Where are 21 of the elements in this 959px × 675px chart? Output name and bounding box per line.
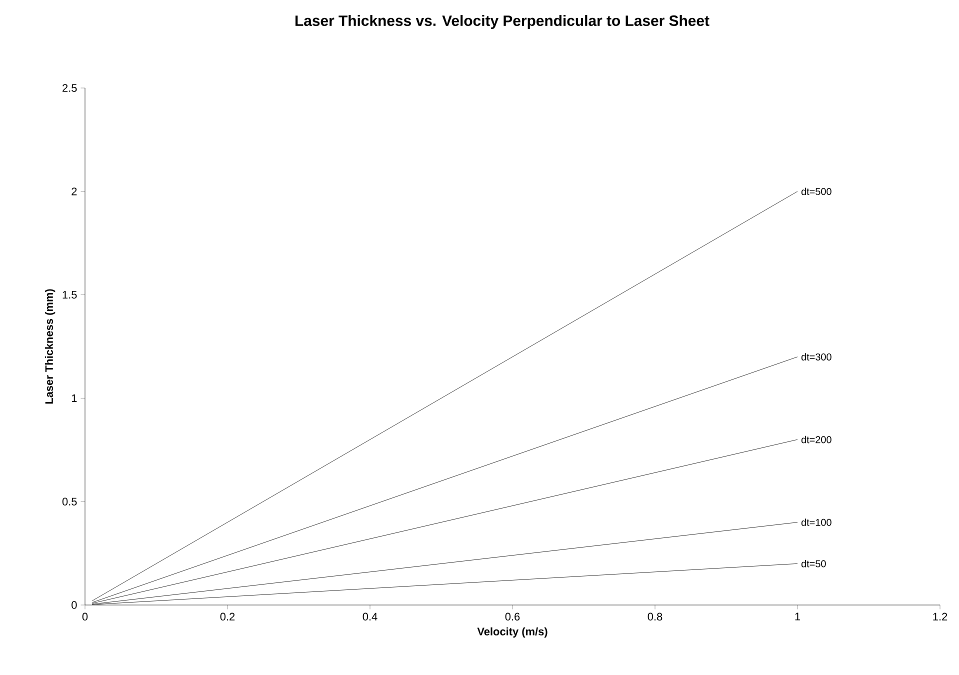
y-tick-label: 1.5 xyxy=(62,290,77,299)
series-label: dt=100 xyxy=(801,518,832,526)
x-tick-label: 0.4 xyxy=(362,612,378,621)
y-tick-label: 0 xyxy=(72,601,77,609)
y-tick-label: 2 xyxy=(72,188,77,196)
series-label: dt=500 xyxy=(801,188,832,196)
y-axis-title: Laser Thickness (mm) xyxy=(44,289,56,404)
x-tick-label: 0.6 xyxy=(505,612,520,621)
series-label: dt=50 xyxy=(801,560,826,568)
y-tick-label: 0.5 xyxy=(62,498,77,506)
x-tick-label: 0.2 xyxy=(220,612,235,621)
series-label: dt=300 xyxy=(801,353,832,360)
y-tick-label: 2.5 xyxy=(62,84,77,92)
x-tick-label: 0 xyxy=(82,612,88,621)
x-axis-title: Velocity (m/s) xyxy=(477,627,548,638)
x-tick-label: 1.2 xyxy=(933,612,948,620)
x-tick-label: 0.8 xyxy=(648,612,662,621)
y-tick-label: 1 xyxy=(72,394,77,402)
series-label: dt=200 xyxy=(801,436,832,444)
chart-title: Laser Thickness vs. Velocity Perpendicular to Laser Sheet xyxy=(295,15,710,29)
x-tick-label: 1 xyxy=(795,612,800,620)
